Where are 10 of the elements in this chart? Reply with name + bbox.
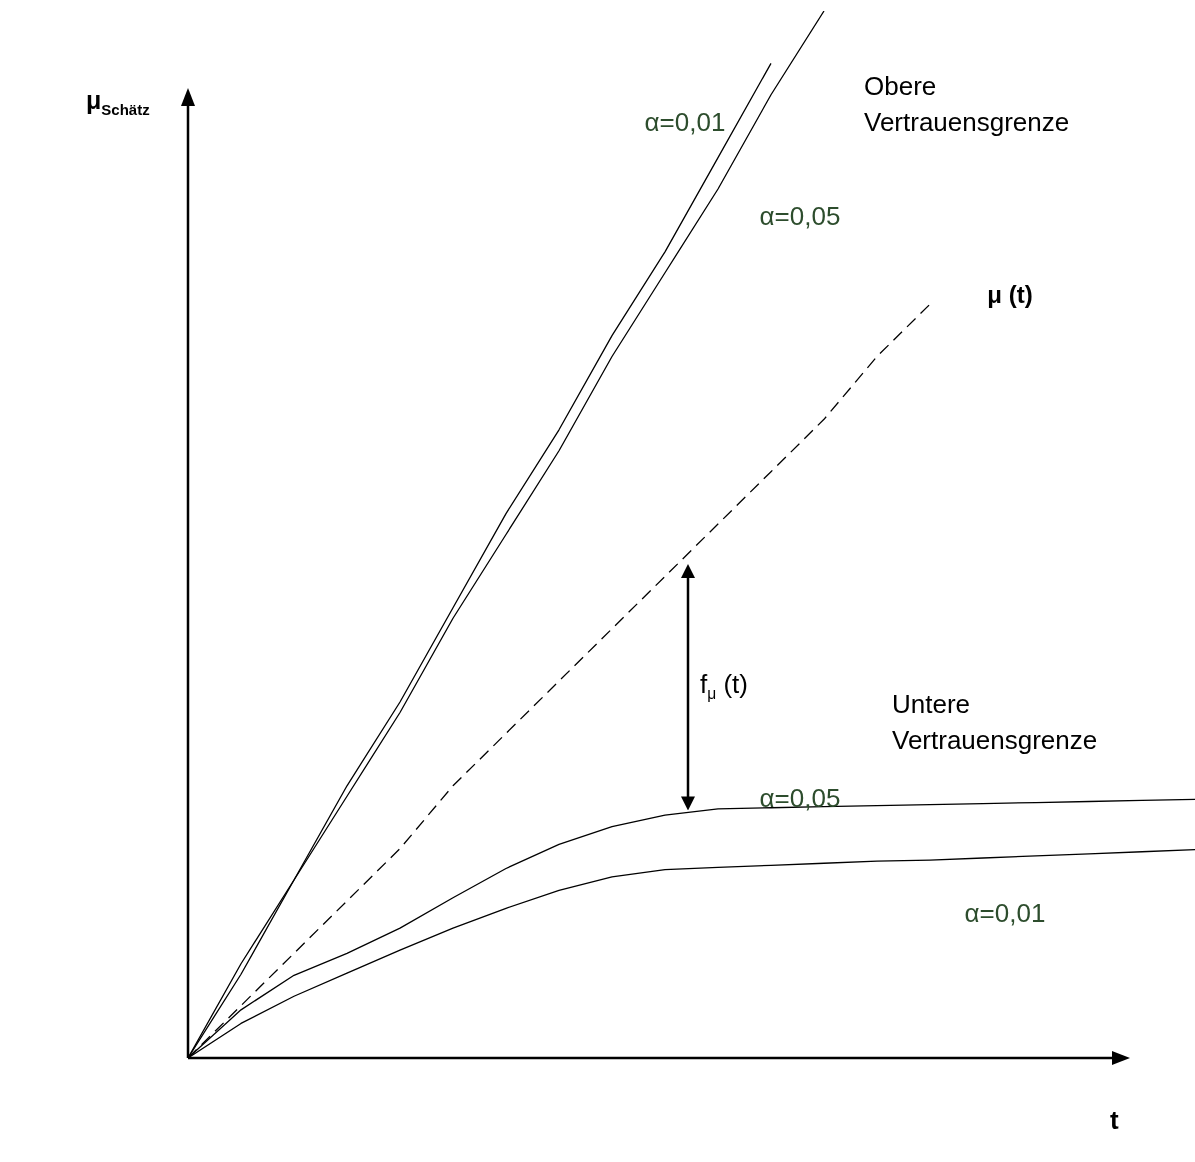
x-axis-title: t — [1110, 1104, 1119, 1137]
annotation: Untere Vertrauensgrenze — [892, 688, 1099, 757]
text: μ (t) — [987, 281, 1033, 310]
series-label: α=0,01 — [964, 897, 1046, 929]
annotation: f$_{μ}$ (t) — [700, 668, 748, 705]
y-axis-title: μ$_{Schätz}$ — [86, 85, 150, 120]
series-label: α=0,05 — [759, 782, 841, 814]
series-label: α=0,01 — [644, 106, 726, 138]
annotation: Obere Vertrauensgrenze — [864, 70, 1071, 139]
series-label: α=0,05 — [759, 200, 841, 232]
